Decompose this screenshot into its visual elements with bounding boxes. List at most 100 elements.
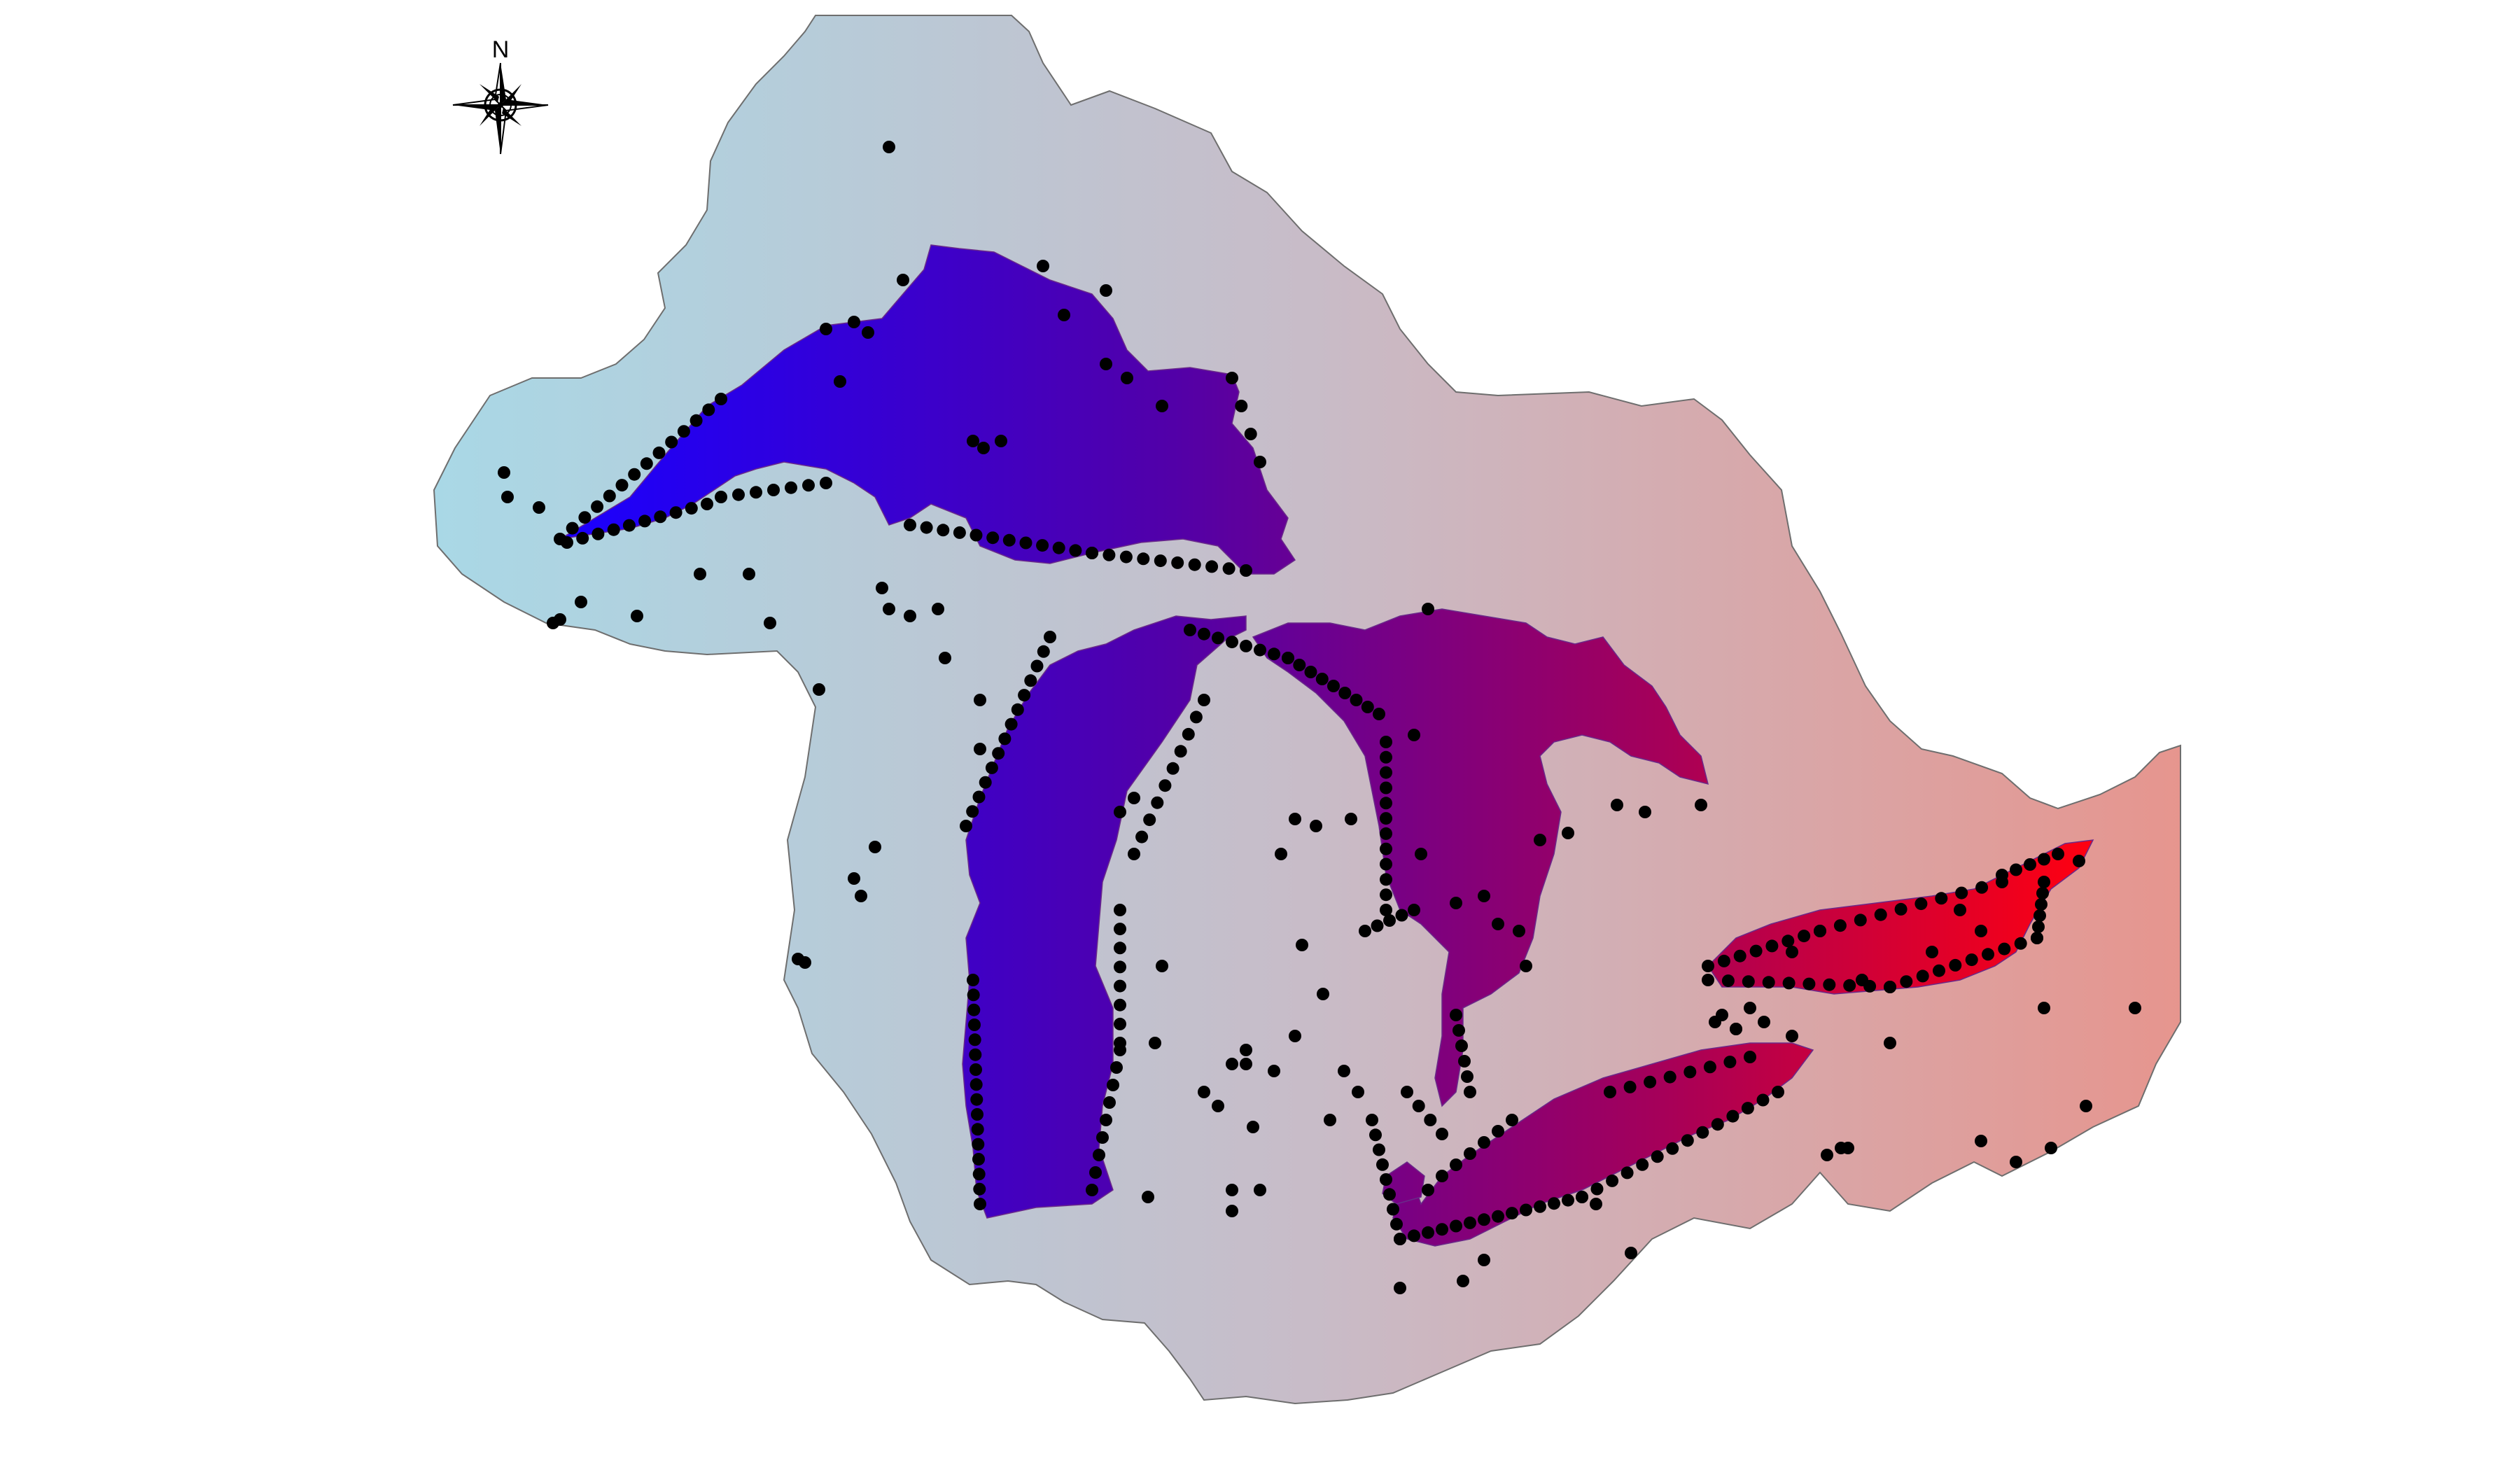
sample-site-dot xyxy=(1786,946,1798,958)
sample-site-dot xyxy=(1590,1182,1604,1196)
sample-site-dot xyxy=(1681,1134,1694,1147)
sample-site-dot xyxy=(1304,666,1317,678)
sample-site-dot xyxy=(1702,960,1714,972)
sample-site-dot xyxy=(971,1108,983,1121)
sample-site-dot xyxy=(1684,1065,1697,1079)
sample-site-dot xyxy=(1024,674,1037,687)
sample-site-dot xyxy=(669,506,682,519)
sample-site-dot xyxy=(685,502,698,515)
sample-site-dot xyxy=(764,617,776,629)
sample-site-dot xyxy=(1606,1174,1619,1187)
sample-site-dot xyxy=(1135,830,1149,844)
sample-site-dot xyxy=(970,1093,983,1106)
sample-site-dot xyxy=(1744,1002,1756,1014)
sample-site-dot xyxy=(1744,1051,1756,1063)
sample-site-dot xyxy=(1128,848,1140,860)
lake-michigan xyxy=(962,615,1247,1219)
sample-site-dot xyxy=(1037,260,1049,272)
sample-site-dot xyxy=(1782,934,1795,948)
sample-site-dot xyxy=(1996,869,2008,881)
sample-site-dot xyxy=(1380,858,1392,871)
sample-site-dot xyxy=(622,519,636,532)
sample-site-dot xyxy=(1562,827,1574,839)
sample-site-dot xyxy=(1380,766,1392,779)
sample-site-dot xyxy=(2033,909,2046,922)
sample-points-layer xyxy=(498,141,2141,1294)
sample-site-dot xyxy=(883,603,895,615)
sample-site-dot xyxy=(1052,541,1065,554)
sample-site-dot xyxy=(2014,937,2027,950)
sample-site-dot xyxy=(1982,948,1994,961)
sample-site-dot xyxy=(1975,881,1989,894)
sample-site-dot xyxy=(1422,1226,1434,1239)
sample-site-dot xyxy=(960,820,972,832)
sample-site-dot xyxy=(1268,1065,1280,1077)
sample-site-dot xyxy=(1380,750,1392,764)
sample-site-dot xyxy=(1623,1080,1637,1093)
sample-site-dot xyxy=(750,486,762,499)
sample-site-dot xyxy=(1373,708,1385,720)
sample-site-dot xyxy=(1695,799,1707,811)
sample-site-dot xyxy=(1189,710,1203,724)
sample-site-dot xyxy=(607,523,620,536)
sample-site-dot xyxy=(1455,1040,1468,1052)
compass-north-label: N xyxy=(492,36,510,63)
sample-site-dot xyxy=(638,514,652,528)
sample-site-dot xyxy=(1450,1158,1462,1171)
sample-site-dot xyxy=(904,519,916,531)
sample-site-dot xyxy=(953,526,966,539)
sample-site-dot xyxy=(862,326,874,339)
sample-site-dot xyxy=(1198,694,1210,706)
sample-site-dot xyxy=(1376,1158,1389,1171)
sample-site-dot xyxy=(813,683,825,696)
sample-site-dot xyxy=(715,491,727,503)
sample-site-dot xyxy=(1289,813,1301,825)
sample-site-dot xyxy=(966,805,979,818)
sample-site-dot xyxy=(1121,372,1133,384)
sample-site-dot xyxy=(937,524,950,537)
sample-site-dot xyxy=(1786,1030,1798,1042)
sample-site-dot xyxy=(968,1033,981,1046)
sample-site-dot xyxy=(1380,873,1392,886)
sample-site-dot xyxy=(677,425,690,438)
sample-site-dot xyxy=(1506,1207,1518,1220)
sample-site-dot xyxy=(977,442,990,454)
sample-site-dot xyxy=(1158,779,1172,792)
sample-site-dot xyxy=(1798,930,1811,943)
sample-site-dot xyxy=(876,582,888,594)
lake-ontario xyxy=(1707,839,2094,995)
sample-site-dot xyxy=(967,974,979,986)
sample-site-dot xyxy=(1338,687,1352,699)
sample-site-dot xyxy=(972,1138,985,1151)
sample-site-dot xyxy=(820,323,832,335)
sample-site-dot xyxy=(1478,1254,1490,1266)
sample-site-dot xyxy=(652,446,666,459)
sample-site-dot xyxy=(1666,1142,1679,1155)
sample-site-dot xyxy=(1350,694,1363,706)
sample-site-dot xyxy=(1401,1086,1413,1098)
sample-site-dot xyxy=(1933,964,1945,977)
sample-site-dot xyxy=(2032,920,2045,933)
sample-site-dot xyxy=(1874,908,1887,921)
sample-site-dot xyxy=(501,491,514,503)
sample-site-dot xyxy=(1461,1070,1474,1083)
sample-site-dot xyxy=(972,1153,985,1166)
sample-site-dot xyxy=(1450,1219,1462,1233)
sample-site-dot xyxy=(2073,855,2085,867)
sample-site-dot xyxy=(2035,898,2047,911)
sample-site-dot xyxy=(1513,925,1525,937)
sample-site-dot xyxy=(1415,848,1427,860)
sample-site-dot xyxy=(1037,645,1050,658)
sample-site-dot xyxy=(1247,1121,1259,1133)
sample-site-dot xyxy=(1998,942,2011,955)
sample-site-dot xyxy=(1100,1114,1112,1126)
sample-site-dot xyxy=(920,521,933,534)
sample-site-dot xyxy=(1478,1213,1490,1226)
sample-site-dot xyxy=(1782,976,1795,990)
sample-site-dot xyxy=(1644,1075,1657,1088)
sample-site-dot xyxy=(732,488,745,501)
sample-site-dot xyxy=(995,435,1007,447)
sample-site-dot xyxy=(1741,1102,1754,1115)
sample-site-dot xyxy=(2031,932,2043,944)
sample-site-dot xyxy=(1562,1194,1574,1207)
